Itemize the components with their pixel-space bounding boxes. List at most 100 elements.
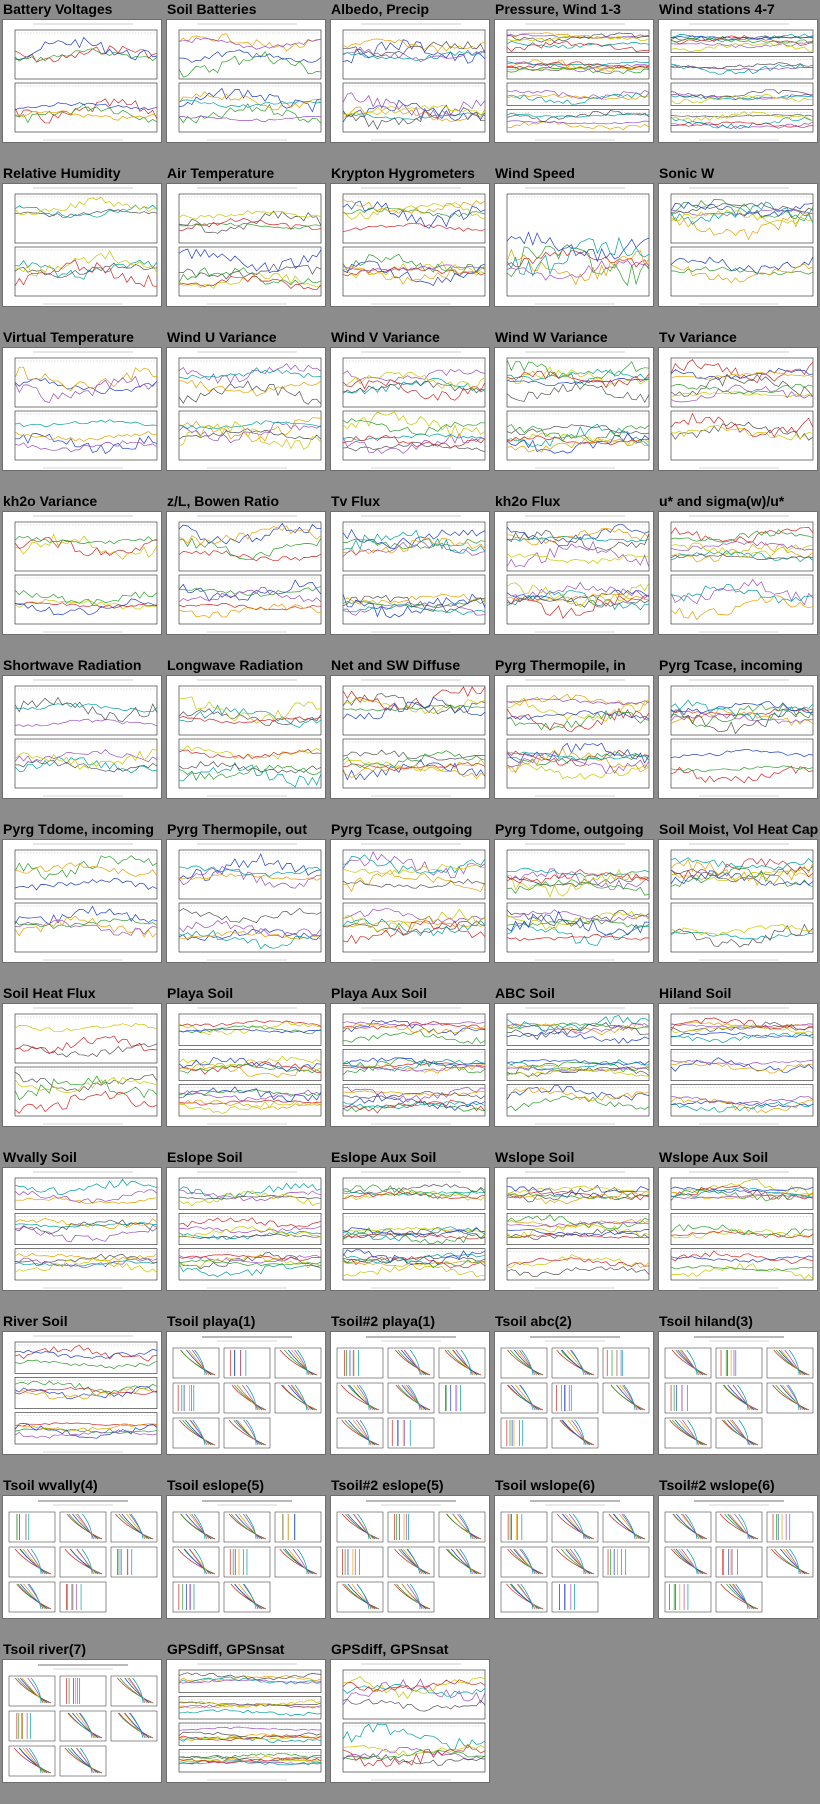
- plot-thumbnail-image[interactable]: [330, 1495, 490, 1619]
- plot-thumbnail-image[interactable]: [330, 183, 490, 307]
- plot-thumbnail-image[interactable]: [658, 675, 818, 799]
- plot-thumbnail-title[interactable]: Krypton Hygrometers: [331, 165, 475, 181]
- plot-thumbnail-title[interactable]: Wslope Aux Soil: [659, 1149, 769, 1165]
- plot-thumbnail-image[interactable]: [494, 675, 654, 799]
- plot-thumbnail-title[interactable]: Soil Heat Flux: [3, 985, 96, 1001]
- plot-thumbnail-title[interactable]: Pyrg Thermopile, out: [167, 821, 308, 837]
- plot-thumbnail-image[interactable]: [658, 1167, 818, 1291]
- plot-thumbnail-image[interactable]: [166, 19, 326, 143]
- plot-thumbnail-image[interactable]: [166, 1331, 326, 1455]
- plot-thumbnail-image[interactable]: [494, 1003, 654, 1127]
- plot-thumbnail-image[interactable]: [2, 511, 162, 635]
- plot-thumbnail-title[interactable]: GPSdiff, GPSnsat: [167, 1641, 285, 1657]
- plot-thumbnail-title[interactable]: Pyrg Tcase, incoming: [659, 657, 803, 673]
- plot-thumbnail-title[interactable]: ABC Soil: [495, 985, 555, 1001]
- plot-thumbnail-title[interactable]: Tsoil#2 playa(1): [331, 1313, 436, 1329]
- plot-thumbnail-image[interactable]: [2, 1331, 162, 1455]
- plot-thumbnail-title[interactable]: Wvally Soil: [3, 1149, 77, 1165]
- plot-thumbnail-title[interactable]: Tsoil wvally(4): [3, 1477, 98, 1493]
- plot-thumbnail-image[interactable]: [658, 1331, 818, 1455]
- plot-thumbnail-title[interactable]: Air Temperature: [167, 165, 275, 181]
- plot-thumbnail-image[interactable]: [2, 1003, 162, 1127]
- plot-thumbnail-image[interactable]: [494, 19, 654, 143]
- plot-thumbnail-image[interactable]: [166, 1167, 326, 1291]
- plot-thumbnail-title[interactable]: Wind U Variance: [167, 329, 277, 345]
- plot-thumbnail-image[interactable]: [330, 1331, 490, 1455]
- plot-thumbnail-title[interactable]: Virtual Temperature: [3, 329, 134, 345]
- plot-thumbnail-image[interactable]: [658, 347, 818, 471]
- plot-thumbnail-title[interactable]: Eslope Aux Soil: [331, 1149, 437, 1165]
- plot-thumbnail-title[interactable]: River Soil: [3, 1313, 68, 1329]
- plot-thumbnail-image[interactable]: [330, 511, 490, 635]
- plot-thumbnail-image[interactable]: [2, 347, 162, 471]
- plot-thumbnail-image[interactable]: [494, 1167, 654, 1291]
- plot-thumbnail-title[interactable]: Tsoil#2 wslope(6): [659, 1477, 775, 1493]
- plot-thumbnail-title[interactable]: Tsoil wslope(6): [495, 1477, 596, 1493]
- plot-thumbnail-image[interactable]: [330, 19, 490, 143]
- plot-thumbnail-title[interactable]: Tsoil hiland(3): [659, 1313, 753, 1329]
- plot-thumbnail-image[interactable]: [330, 839, 490, 963]
- plot-thumbnail-title[interactable]: Tv Flux: [331, 493, 381, 509]
- plot-thumbnail-image[interactable]: [658, 19, 818, 143]
- plot-thumbnail-image[interactable]: [658, 183, 818, 307]
- plot-thumbnail-image[interactable]: [166, 675, 326, 799]
- plot-thumbnail-image[interactable]: [166, 511, 326, 635]
- plot-thumbnail-image[interactable]: [2, 183, 162, 307]
- plot-thumbnail-image[interactable]: [2, 839, 162, 963]
- plot-thumbnail-title[interactable]: Hiland Soil: [659, 985, 732, 1001]
- plot-thumbnail-image[interactable]: [2, 675, 162, 799]
- plot-thumbnail-image[interactable]: [494, 1495, 654, 1619]
- plot-thumbnail-image[interactable]: [494, 839, 654, 963]
- plot-thumbnail-image[interactable]: [166, 1495, 326, 1619]
- plot-thumbnail-title[interactable]: Wind V Variance: [331, 329, 440, 345]
- plot-thumbnail-image[interactable]: [166, 183, 326, 307]
- plot-thumbnail-title[interactable]: kh2o Flux: [495, 493, 561, 509]
- plot-thumbnail-title[interactable]: Tsoil playa(1): [167, 1313, 256, 1329]
- plot-thumbnail-title[interactable]: Pyrg Tdome, incoming: [3, 821, 154, 837]
- plot-thumbnail-title[interactable]: Pyrg Thermopile, in: [495, 657, 626, 673]
- plot-thumbnail-title[interactable]: Pyrg Tcase, outgoing: [331, 821, 473, 837]
- plot-thumbnail-image[interactable]: [658, 511, 818, 635]
- plot-thumbnail-title[interactable]: Net and SW Diffuse: [331, 657, 461, 673]
- plot-thumbnail-image[interactable]: [2, 19, 162, 143]
- plot-thumbnail-image[interactable]: [330, 1167, 490, 1291]
- plot-thumbnail-image[interactable]: [330, 1659, 490, 1783]
- plot-thumbnail-title[interactable]: u* and sigma(w)/u*: [659, 493, 785, 509]
- plot-thumbnail-image[interactable]: [330, 675, 490, 799]
- plot-thumbnail-image[interactable]: [166, 347, 326, 471]
- plot-thumbnail-title[interactable]: Sonic W: [659, 165, 715, 181]
- plot-thumbnail-title[interactable]: Tsoil#2 eslope(5): [331, 1477, 444, 1493]
- plot-thumbnail-title[interactable]: Tsoil eslope(5): [167, 1477, 264, 1493]
- plot-thumbnail-title[interactable]: Tsoil river(7): [3, 1641, 86, 1657]
- plot-thumbnail-title[interactable]: Relative Humidity: [3, 165, 121, 181]
- plot-thumbnail-title[interactable]: Pressure, Wind 1-3: [495, 1, 621, 17]
- plot-thumbnail-image[interactable]: [2, 1495, 162, 1619]
- plot-thumbnail-title[interactable]: kh2o Variance: [3, 493, 98, 509]
- plot-thumbnail-title[interactable]: z/L, Bowen Ratio: [167, 493, 279, 509]
- plot-thumbnail-image[interactable]: [658, 1495, 818, 1619]
- plot-thumbnail-title[interactable]: Shortwave Radiation: [3, 657, 142, 673]
- plot-thumbnail-image[interactable]: [166, 1659, 326, 1783]
- plot-thumbnail-title[interactable]: Wind stations 4-7: [659, 1, 775, 17]
- plot-thumbnail-title[interactable]: Eslope Soil: [167, 1149, 243, 1165]
- plot-thumbnail-image[interactable]: [494, 183, 654, 307]
- plot-thumbnail-title[interactable]: Wslope Soil: [495, 1149, 575, 1165]
- plot-thumbnail-image[interactable]: [166, 839, 326, 963]
- plot-thumbnail-title[interactable]: Albedo, Precip: [331, 1, 430, 17]
- plot-thumbnail-title[interactable]: Wind W Variance: [495, 329, 608, 345]
- plot-thumbnail-image[interactable]: [330, 1003, 490, 1127]
- plot-thumbnail-image[interactable]: [2, 1659, 162, 1783]
- plot-thumbnail-title[interactable]: Longwave Radiation: [167, 657, 304, 673]
- plot-thumbnail-title[interactable]: Tv Variance: [659, 329, 737, 345]
- plot-thumbnail-image[interactable]: [494, 1331, 654, 1455]
- plot-thumbnail-title[interactable]: Playa Aux Soil: [331, 985, 427, 1001]
- plot-thumbnail-image[interactable]: [658, 839, 818, 963]
- plot-thumbnail-image[interactable]: [166, 1003, 326, 1127]
- plot-thumbnail-title[interactable]: Playa Soil: [167, 985, 234, 1001]
- plot-thumbnail-image[interactable]: [2, 1167, 162, 1291]
- plot-thumbnail-image[interactable]: [494, 511, 654, 635]
- plot-thumbnail-title[interactable]: Battery Voltages: [3, 1, 113, 17]
- plot-thumbnail-image[interactable]: [658, 1003, 818, 1127]
- plot-thumbnail-image[interactable]: [494, 347, 654, 471]
- plot-thumbnail-title[interactable]: Soil Batteries: [167, 1, 257, 17]
